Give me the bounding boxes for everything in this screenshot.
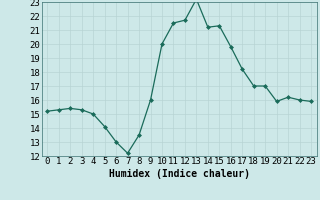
X-axis label: Humidex (Indice chaleur): Humidex (Indice chaleur) [109, 169, 250, 179]
